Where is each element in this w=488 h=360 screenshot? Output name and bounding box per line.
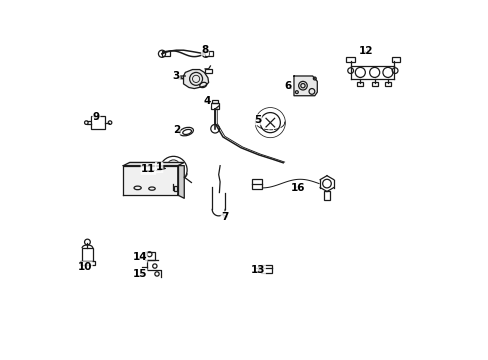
Bar bbox=[80, 261, 94, 265]
Bar bbox=[371, 82, 377, 86]
Bar bbox=[261, 265, 271, 273]
Text: 4: 4 bbox=[203, 96, 210, 106]
Bar bbox=[144, 252, 155, 260]
Text: 14: 14 bbox=[132, 252, 147, 262]
Polygon shape bbox=[293, 76, 317, 96]
Bar bbox=[210, 103, 219, 109]
Text: 11: 11 bbox=[141, 164, 155, 174]
Text: 10: 10 bbox=[78, 262, 92, 272]
Polygon shape bbox=[123, 162, 184, 166]
Text: 8: 8 bbox=[201, 45, 208, 55]
Bar bbox=[391, 57, 400, 62]
Bar bbox=[324, 192, 329, 201]
Bar bbox=[258, 267, 261, 271]
Polygon shape bbox=[178, 166, 184, 198]
Text: 13: 13 bbox=[250, 265, 265, 275]
Bar bbox=[91, 116, 105, 129]
Polygon shape bbox=[123, 166, 178, 195]
Text: 16: 16 bbox=[290, 183, 304, 193]
Text: 9: 9 bbox=[93, 112, 100, 122]
Bar bbox=[211, 100, 218, 103]
Text: 15: 15 bbox=[132, 269, 147, 279]
Text: 5: 5 bbox=[254, 115, 261, 125]
Bar bbox=[204, 51, 212, 56]
Bar bbox=[251, 179, 262, 189]
Bar bbox=[357, 82, 363, 86]
Bar bbox=[384, 82, 390, 86]
Polygon shape bbox=[183, 69, 208, 89]
Bar bbox=[162, 51, 169, 56]
Text: 2: 2 bbox=[172, 125, 180, 135]
Text: 6: 6 bbox=[284, 81, 290, 91]
Bar bbox=[148, 167, 154, 173]
Bar bbox=[204, 69, 211, 73]
Bar bbox=[174, 186, 177, 192]
Bar bbox=[82, 248, 93, 261]
Bar bbox=[346, 57, 354, 62]
Text: 7: 7 bbox=[221, 212, 228, 221]
Text: 3: 3 bbox=[172, 71, 180, 81]
Text: 12: 12 bbox=[359, 46, 373, 56]
Text: 1: 1 bbox=[155, 162, 163, 172]
